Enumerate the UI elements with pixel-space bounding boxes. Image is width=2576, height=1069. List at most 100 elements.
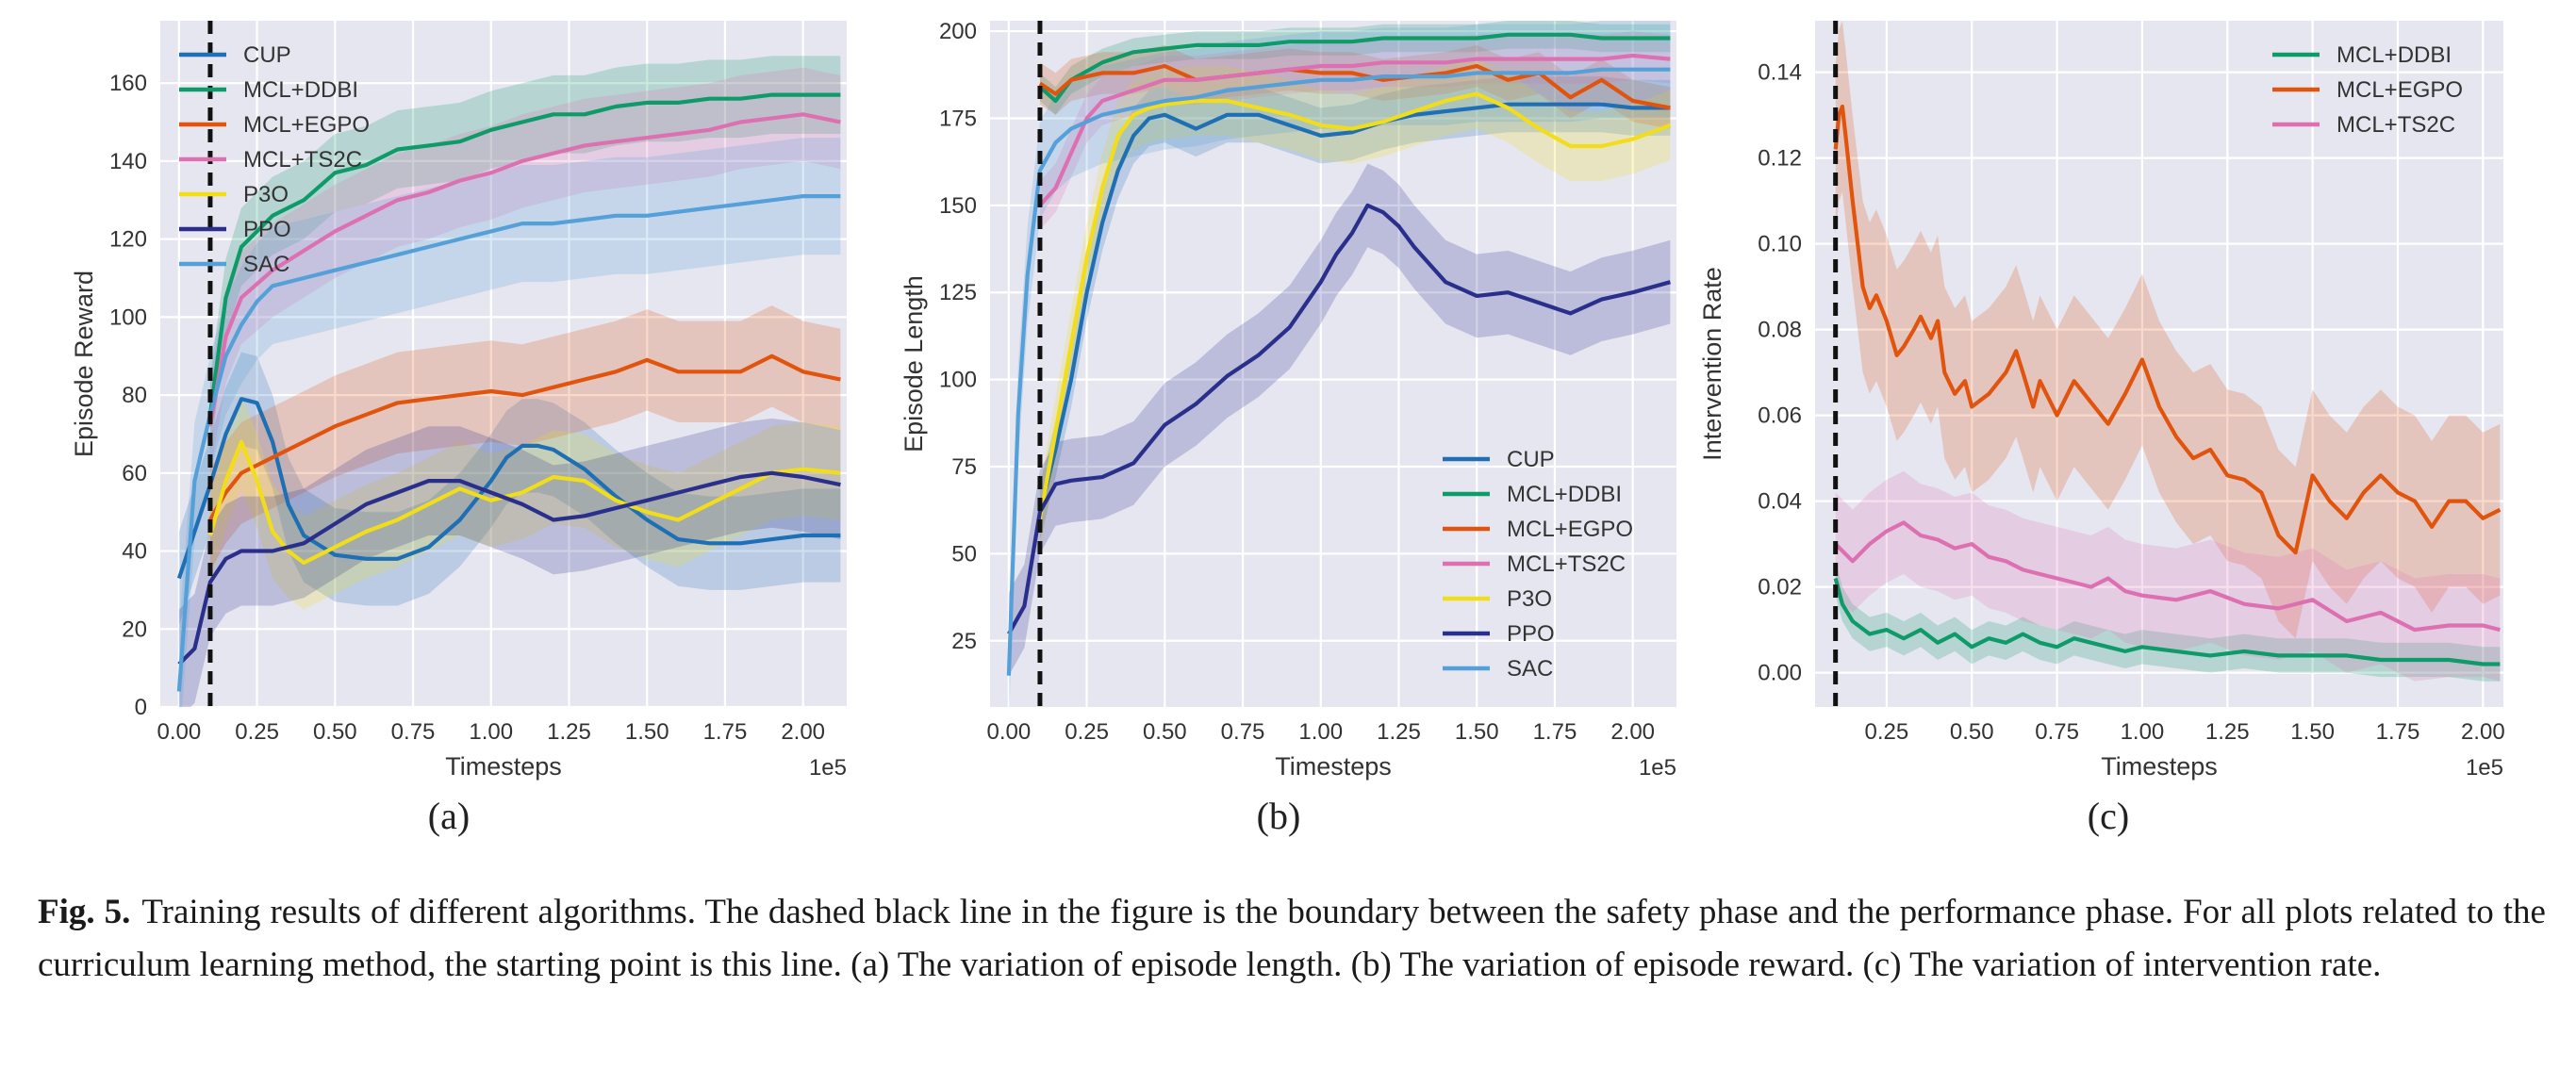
figure: 0.00 0.25 0.50 0.75 1.00 1.25 1.50 1.75 2.00 0 20 4…	[70, 19, 2505, 781]
caption-text: Training results of different algorithms…	[38, 893, 2546, 984]
x-tick-label: 1.25	[547, 719, 591, 745]
y-tick-label: 160	[109, 71, 147, 96]
y-tick-label: 175	[939, 106, 977, 131]
y-tick-label: 100	[939, 368, 977, 393]
y-tick-label: 25	[951, 629, 977, 654]
y-tick-label: 75	[951, 454, 977, 480]
y-axis-label: Intervention Rate	[1698, 267, 1726, 461]
legend-label-mcl-ddbi: MCL+DDBI	[243, 77, 358, 103]
x-tick-label: 2.00	[1610, 719, 1655, 745]
band-p3o	[1039, 58, 1671, 554]
series-line-cup	[1037, 102, 1671, 513]
y-tick-label: 100	[109, 304, 147, 330]
legend-label-cup: CUP	[243, 42, 291, 68]
y-tick-label: 0	[135, 695, 147, 720]
x-tick-label: 1.75	[2376, 719, 2420, 745]
x-tick-label: 0.25	[235, 719, 279, 745]
series-line-ppo	[177, 470, 841, 666]
subplot-label-c: (c)	[2087, 795, 2130, 837]
x-axis-label: Timesteps	[1275, 752, 1392, 781]
x-tick-label: 1.50	[1455, 719, 1499, 745]
series-line-mcl-egpo	[1038, 63, 1671, 110]
y-tick-label: 0.10	[1758, 232, 1802, 257]
y-tick-label: 40	[122, 539, 147, 565]
band-sac	[178, 138, 841, 707]
series-line-sac	[1006, 67, 1671, 676]
series-line-p3o	[1037, 91, 1672, 519]
y-tick-label: 60	[122, 461, 147, 486]
x-tick-label: 1.00	[1298, 719, 1343, 745]
plot-area	[1815, 21, 2503, 707]
legend-label-mcl-ts2c: MCL+TS2C	[243, 147, 362, 173]
y-tick-label: 140	[109, 149, 147, 174]
legend-label-mcl-egpo: MCL+EGPO	[243, 112, 370, 138]
legend-label-mcl-egpo: MCL+EGPO	[1507, 517, 1633, 542]
legend-label-cup: CUP	[1507, 447, 1555, 472]
y-tick-label: 80	[122, 383, 147, 408]
y-tick-label: 120	[109, 227, 147, 253]
y-tick-label: 150	[939, 193, 977, 219]
series-line-mcl-ts2c	[207, 112, 841, 427]
x-tick-label: 1.25	[2205, 719, 2250, 745]
series-line-mcl-ddbi	[1833, 577, 2501, 666]
x-tick-label: 0.50	[1950, 719, 1994, 745]
legend-label-ppo: PPO	[1507, 621, 1555, 647]
band-mcl-ddbi	[209, 56, 841, 454]
x-tick-label: 1.25	[1377, 719, 1421, 745]
series-layer	[1833, 21, 2502, 682]
band-ppo	[178, 418, 841, 707]
x-tick-label: 0.00	[157, 719, 201, 745]
series-line-mcl-egpo	[208, 354, 841, 521]
band-mcl-ts2c	[209, 67, 841, 473]
band-mcl-egpo	[1835, 21, 2501, 639]
band-cup	[1039, 76, 1671, 540]
y-tick-label: 125	[939, 280, 977, 305]
x-tick-label: 0.50	[1143, 719, 1187, 745]
x-tick-label: 1.00	[469, 719, 513, 745]
x-axis-label: Timesteps	[445, 752, 562, 781]
x-tick-label: 2.00	[781, 719, 825, 745]
chart-b: 0.00 0.25 0.50 0.75 1.00 1.25 1.50 1.75 2.00 25 50…	[900, 19, 1676, 781]
x-tick-label: 0.75	[2035, 719, 2079, 745]
y-tick-label: 0.06	[1758, 403, 1802, 429]
legend: CUP MCL+DDBI MCL+EGPO MCL+TS2C P3O PPO SAC	[1443, 447, 1633, 682]
series-line-mcl-ddbi	[1038, 32, 1671, 104]
x-tick-label: 1.75	[1533, 719, 1577, 745]
y-tick-label: 200	[939, 19, 977, 44]
series-layer	[1006, 21, 1672, 707]
legend-label-mcl-ts2c: MCL+TS2C	[1507, 551, 1626, 577]
series-layer	[176, 56, 841, 707]
x-tick-label: 1.00	[2121, 719, 2165, 745]
legend: MCL+DDBI MCL+EGPO MCL+TS2C	[2272, 42, 2463, 138]
y-tick-label: 0.14	[1758, 60, 1802, 86]
x-tick-label: 1.50	[2290, 719, 2335, 745]
series-line-sac	[176, 194, 841, 692]
subplot-label-a: (a)	[427, 795, 471, 837]
series-line-p3o	[207, 439, 841, 566]
legend-label-p3o: P3O	[1507, 586, 1552, 612]
legend-label-mcl-ddbi: MCL+DDBI	[1507, 482, 1622, 507]
x-axis-label: Timesteps	[2101, 752, 2218, 781]
x-tick-label: 2.00	[2461, 719, 2505, 745]
series-line-mcl-ddbi	[207, 92, 841, 416]
y-tick-label: 0.12	[1758, 146, 1802, 172]
x-tick-label: 0.00	[986, 719, 1031, 745]
band-p3o	[209, 395, 841, 610]
x-offset-label: 1e5	[809, 755, 847, 781]
chart-c: 0.25 0.50 0.75 1.00 1.25 1.50 1.75 2.00 0.00 0.02…	[1698, 21, 2505, 781]
series-line-cup	[176, 397, 841, 580]
y-tick-label: 0.04	[1758, 489, 1802, 515]
y-tick-label: 0.00	[1758, 661, 1802, 686]
band-mcl-ddbi	[1835, 561, 2501, 682]
legend-label-sac: SAC	[1507, 656, 1553, 682]
legend-label-p3o: P3O	[243, 182, 289, 207]
caption-label: Fig. 5.	[38, 893, 131, 931]
legend-label-mcl-egpo: MCL+EGPO	[2337, 77, 2463, 103]
series-line-mcl-egpo	[1833, 104, 2502, 555]
legend: CUP MCL+DDBI MCL+EGPO MCL+TS2C P3O PPO SAC	[179, 42, 370, 277]
x-tick-label: 1.50	[625, 719, 669, 745]
x-tick-label: 0.75	[1221, 719, 1265, 745]
x-tick-label: 0.75	[391, 719, 436, 745]
y-tick-label: 20	[122, 617, 147, 642]
y-axis-label: Episode Reward	[70, 271, 98, 457]
